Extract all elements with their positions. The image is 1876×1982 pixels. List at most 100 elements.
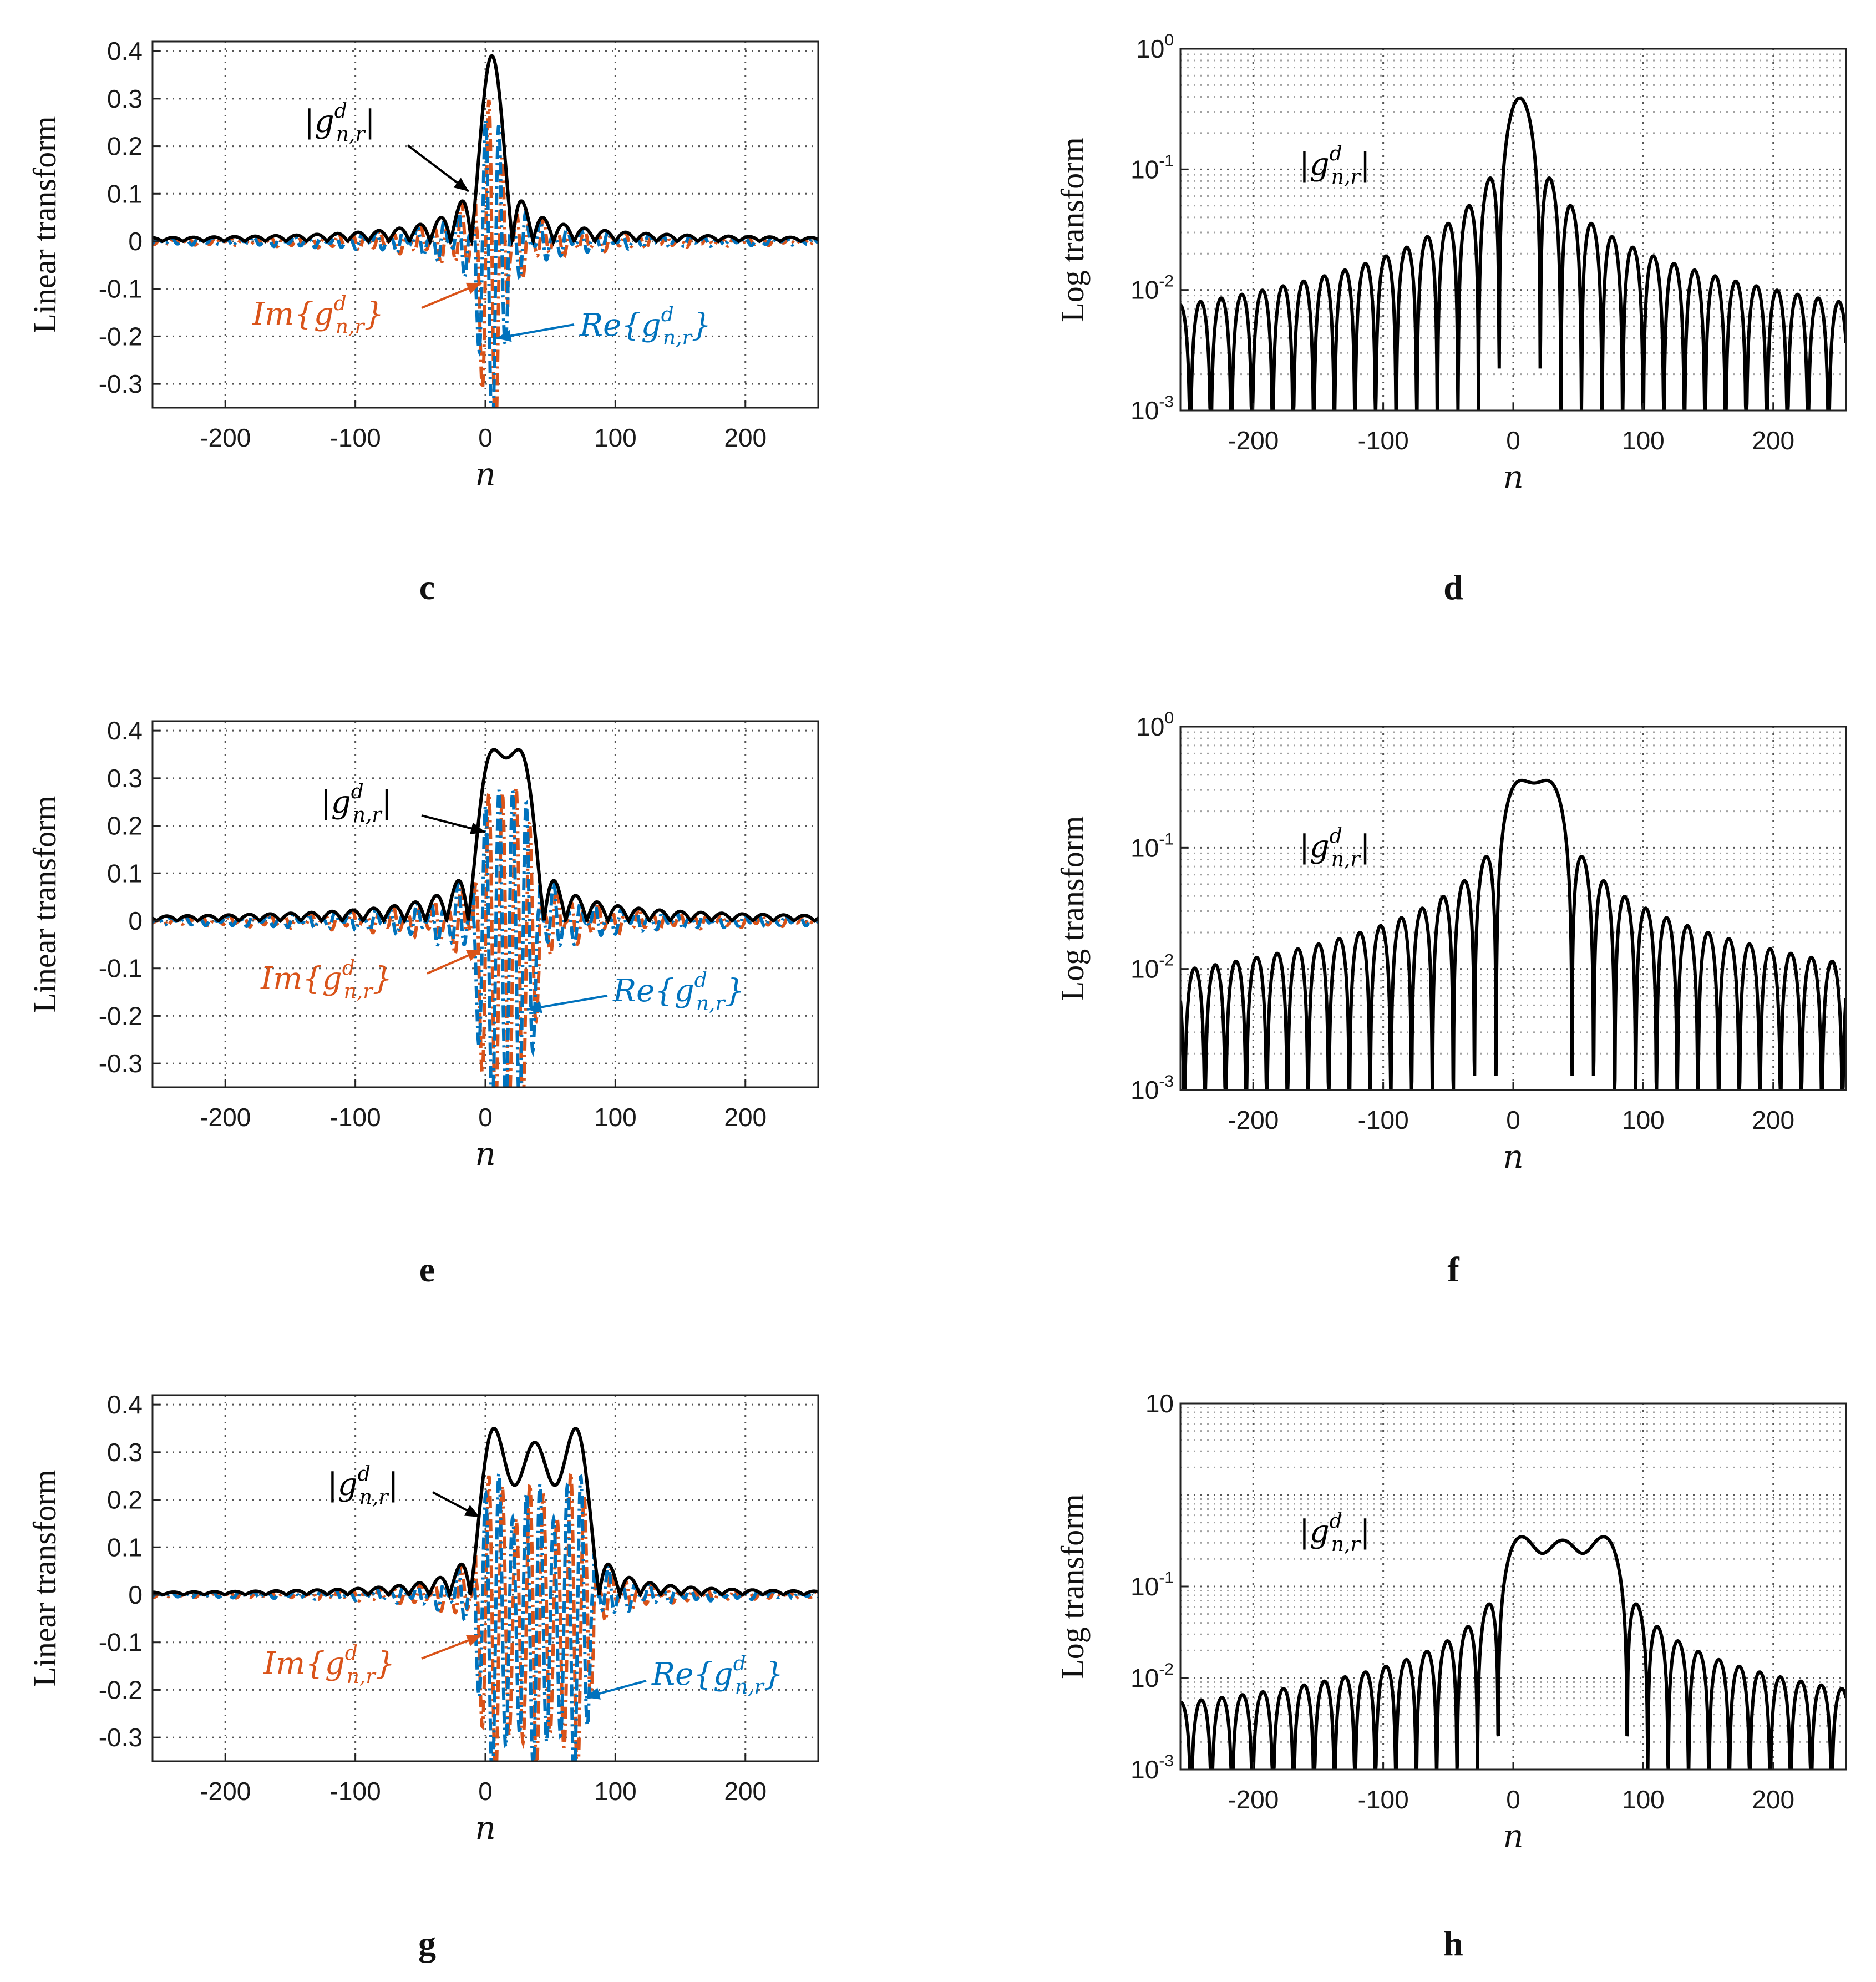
x-axis-label: n <box>475 1809 495 1847</box>
x-tick-label: -200 <box>200 423 251 452</box>
y-tick-label: 10-2 <box>1130 951 1174 984</box>
y-axis-label: Linear transform <box>27 795 63 1012</box>
x-tick-label: -100 <box>1358 1785 1409 1814</box>
x-axis-label: n <box>1503 1138 1523 1175</box>
annotation-real-arrow-head <box>527 1001 542 1013</box>
y-axis-label: Log transform <box>1054 137 1091 322</box>
annotation-imag: Im{gd n,r} <box>263 1642 395 1688</box>
x-tick-label: -100 <box>330 1777 381 1806</box>
x-axis-label: n <box>475 1135 495 1173</box>
x-tick-label: 100 <box>1622 1785 1665 1814</box>
y-tick-label: 0.2 <box>107 1486 143 1514</box>
annotation-imag-arrow-head <box>465 1635 481 1646</box>
y-tick-label: 0.2 <box>107 132 143 161</box>
y-tick-label: -0.2 <box>99 322 143 351</box>
y-tick-label: 10-3 <box>1130 393 1174 425</box>
series-abs-line <box>1180 96 1846 410</box>
y-tick-label: 10-1 <box>1130 151 1174 184</box>
series-real-line <box>153 1468 818 1761</box>
annotation-abs-arrow-head <box>464 1505 480 1517</box>
y-tick-label: 100 <box>1136 709 1174 741</box>
x-tick-label: 100 <box>594 1777 637 1806</box>
curves-d <box>1180 96 1846 410</box>
y-tick-label: 0 <box>128 906 143 935</box>
panel-label: c <box>419 567 435 607</box>
series-abs-line <box>1180 1535 1846 1770</box>
y-tick-label: -0.3 <box>99 369 143 398</box>
grid-f <box>1180 727 1846 1091</box>
grid-h <box>1180 1403 1846 1771</box>
curves-f <box>1180 778 1846 1090</box>
annotation-real-arrow-head <box>496 330 512 342</box>
series-real-line <box>153 789 818 1087</box>
y-tick-label: -0.2 <box>99 1675 143 1704</box>
x-tick-label: 200 <box>724 1777 767 1806</box>
y-tick-label: 0 <box>128 227 143 256</box>
x-tick-label: -100 <box>330 423 381 452</box>
series-abs-line <box>1180 778 1846 1090</box>
x-axis-label: n <box>1503 458 1523 496</box>
x-tick-label: 200 <box>1752 426 1794 455</box>
y-tick-label: 0.3 <box>107 84 143 113</box>
y-tick-label: 0.1 <box>107 179 143 208</box>
annotation-real: Re{gd n,r} <box>579 303 711 349</box>
x-tick-label: 100 <box>1622 426 1665 455</box>
panel-label: d <box>1443 567 1463 607</box>
x-tick-label: -200 <box>1228 426 1279 455</box>
x-tick-label: 200 <box>724 423 767 452</box>
y-tick-label: 10-2 <box>1130 272 1174 305</box>
y-tick-label: -0.1 <box>99 275 143 303</box>
y-tick-label: 100 <box>1136 31 1174 63</box>
x-tick-label: -200 <box>1228 1106 1279 1134</box>
y-tick-label: -0.2 <box>99 1001 143 1030</box>
y-axis-label: Linear transform <box>27 116 63 333</box>
annotation-abs-arrow-head <box>453 178 469 191</box>
y-tick-label: 0.3 <box>107 1438 143 1467</box>
x-tick-label: 0 <box>1506 426 1520 455</box>
annotation-real: Re{gd n,r} <box>651 1652 783 1699</box>
x-tick-label: 0 <box>1506 1106 1520 1134</box>
annotation-abs: |gd n,r| <box>1299 143 1370 189</box>
y-tick-label: 0.3 <box>107 764 143 793</box>
curves-h <box>1180 1535 1846 1770</box>
y-tick-label: 10 <box>1145 1389 1174 1418</box>
y-tick-label: 10-1 <box>1130 830 1174 862</box>
annotation-imag: Im{gd n,r} <box>252 292 384 338</box>
y-tick-label: 0.1 <box>107 859 143 888</box>
x-axis-label: n <box>1503 1817 1523 1855</box>
annotation-real: Re{gd n,r} <box>612 969 744 1015</box>
panel-g: -200 -100 0 100 200 0.4 0.3 0.2 0.1 0 -0.1 -0.2 -0.3… <box>27 1390 819 1963</box>
series-abs-line <box>153 1427 818 1601</box>
x-tick-label: -200 <box>200 1103 251 1132</box>
y-tick-label: 0.2 <box>107 812 143 840</box>
annotation-imag-arrow-head <box>465 282 481 295</box>
x-tick-label: -200 <box>200 1777 251 1806</box>
x-tick-label: 0 <box>478 423 493 452</box>
x-tick-label: 0 <box>1506 1785 1520 1814</box>
annotation-abs: |gd n,r| <box>304 100 375 146</box>
annotation-abs: |gd n,r| <box>327 1463 398 1509</box>
x-tick-label: 200 <box>1752 1785 1794 1814</box>
y-tick-label: 0.4 <box>107 1390 143 1419</box>
series-abs-line <box>153 748 818 925</box>
y-tick-label: 10-3 <box>1130 1752 1174 1784</box>
series-abs-line <box>153 54 818 247</box>
x-tick-label: 100 <box>594 1103 637 1132</box>
panel-label: f <box>1447 1250 1459 1289</box>
curves-e <box>153 748 818 1087</box>
annotation-abs-arrow-head <box>470 822 485 835</box>
panel-label: g <box>418 1924 436 1963</box>
y-tick-label: 10-1 <box>1130 1569 1174 1601</box>
y-tick-label: 0.4 <box>107 37 143 65</box>
annotation-imag-arrow-head <box>465 950 481 961</box>
panel-e: -200 -100 0 100 200 0.4 0.3 0.2 0.1 0 -0.1 -0.2 -0.3… <box>27 716 819 1289</box>
y-tick-label: -0.1 <box>99 1628 143 1657</box>
curves-g <box>153 1427 818 1761</box>
annotation-real-arrow-head <box>585 1687 601 1700</box>
panel-label: h <box>1443 1924 1463 1963</box>
curves-c <box>153 54 818 408</box>
x-tick-label: 0 <box>478 1777 493 1806</box>
y-axis-label: Log transform <box>1054 1494 1091 1679</box>
x-axis-label: n <box>475 455 495 493</box>
